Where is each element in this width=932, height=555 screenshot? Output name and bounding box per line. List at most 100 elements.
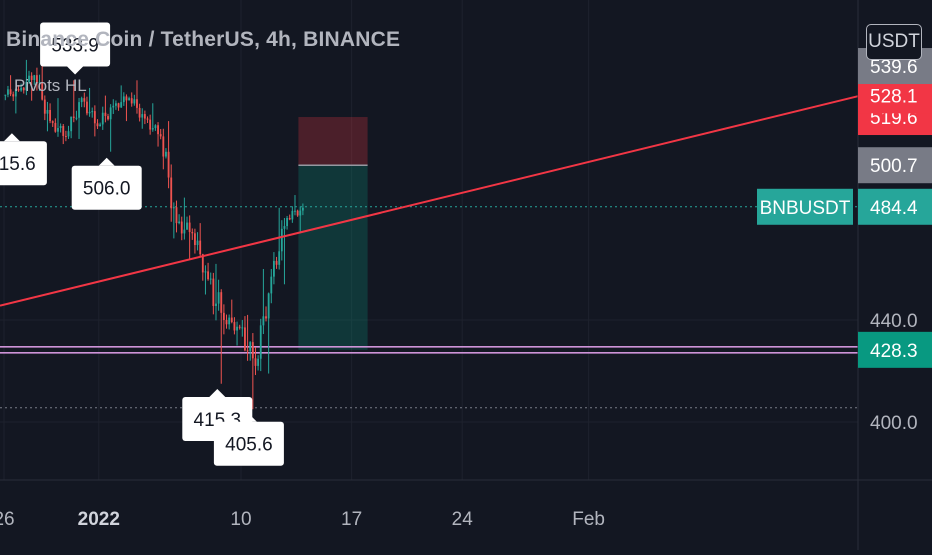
candle-body	[141, 114, 144, 118]
candle-body	[280, 228, 283, 252]
candle-body	[199, 240, 202, 255]
last-price-text: 484.4	[870, 198, 918, 219]
candle-body	[167, 151, 170, 178]
candle-body	[272, 260, 275, 277]
indicator-legend[interactable]: Pivots HL	[14, 76, 87, 95]
pivot-label: 515.6	[0, 133, 47, 186]
candle-body	[233, 322, 236, 331]
candle-body	[238, 326, 241, 328]
candle-body	[91, 111, 94, 113]
candle-body	[59, 125, 62, 129]
candle-body	[251, 342, 254, 359]
pivot-label-text: 533.9	[51, 36, 99, 57]
candle-body	[265, 316, 267, 319]
candle-body	[78, 102, 80, 118]
candle-body	[101, 112, 104, 125]
candle-body	[112, 105, 115, 108]
candle-body	[49, 109, 52, 122]
candle-body	[146, 118, 149, 120]
candle-body	[244, 327, 246, 351]
candle-body	[262, 316, 265, 326]
candle-body	[267, 293, 270, 319]
candle-body	[38, 82, 41, 84]
price-badge	[858, 147, 932, 184]
candle-body	[114, 103, 117, 106]
symbol-badge-text: BNBUSDT	[760, 198, 851, 219]
candle-body	[54, 122, 57, 132]
candle-body	[43, 99, 46, 114]
candle-body	[165, 151, 167, 157]
pivot-label-box	[213, 421, 284, 466]
candle-body	[46, 109, 49, 114]
candle-body	[57, 128, 59, 132]
last-price-badge	[858, 188, 932, 225]
candle-body	[109, 107, 112, 120]
candle-body	[286, 218, 289, 227]
candle-body	[14, 89, 17, 97]
candle-body	[172, 207, 175, 209]
candle-body	[67, 131, 70, 137]
price-badge-text: 500.7	[870, 156, 918, 177]
candle-body	[7, 89, 9, 95]
candle-body	[4, 94, 7, 96]
symbol-badge	[757, 188, 853, 225]
pivot-label-box	[71, 165, 142, 210]
candle-body	[249, 342, 252, 351]
candle-body	[270, 276, 273, 294]
candle-body	[230, 317, 233, 323]
candle-body	[149, 119, 152, 130]
candle-body	[136, 99, 138, 108]
candle-body	[278, 251, 281, 265]
candle-body	[180, 221, 183, 234]
candle-body	[246, 350, 249, 352]
candle-body	[75, 117, 78, 119]
candle-body	[128, 98, 131, 101]
price-badge	[858, 331, 932, 368]
candle-body	[28, 75, 30, 82]
take-profit-zone	[298, 165, 368, 350]
candle-body	[72, 116, 75, 118]
price-badge-text: 428.3	[870, 341, 918, 362]
candle-body	[275, 260, 278, 265]
candle-body	[283, 226, 286, 229]
candle-body	[130, 98, 133, 104]
candle-body	[33, 75, 36, 80]
pivot-label: 506.0	[71, 157, 142, 210]
candle-body	[107, 116, 109, 120]
time-axis-tick: 2022	[78, 509, 120, 530]
candle-body	[62, 125, 65, 136]
pivot-label: 405.6	[213, 413, 284, 466]
candle-body	[193, 233, 196, 246]
pivot-label-pointer	[67, 66, 84, 75]
currency-button[interactable]: USDT	[866, 24, 922, 60]
candle-body	[20, 87, 23, 91]
candle-body	[25, 81, 28, 91]
candle-body	[162, 136, 165, 157]
candle-body	[117, 103, 120, 108]
pivot-label-pointer	[98, 157, 115, 166]
candle-body	[83, 98, 86, 102]
pivot-label-pointer	[3, 133, 20, 142]
candle-body	[104, 112, 107, 117]
candle-body	[215, 303, 217, 306]
candle-body	[151, 128, 154, 130]
price-axis-tick: 440.0	[870, 311, 918, 332]
candle-body	[70, 116, 73, 132]
candle-body	[170, 177, 173, 209]
time-axis-tick: Feb	[572, 509, 605, 530]
candle-body	[17, 89, 20, 91]
candle-body	[183, 229, 186, 234]
stop-loss-zone	[298, 117, 368, 166]
candle-body	[125, 96, 128, 101]
candle-body	[186, 222, 188, 230]
pivot-label-box	[0, 141, 47, 186]
pivot-label-text: 405.6	[225, 435, 273, 456]
candle-body	[236, 326, 238, 331]
candle-body	[80, 98, 83, 103]
candle-body	[138, 107, 141, 118]
candle-body	[296, 210, 299, 216]
price-badge-text: 528.1	[870, 86, 918, 107]
